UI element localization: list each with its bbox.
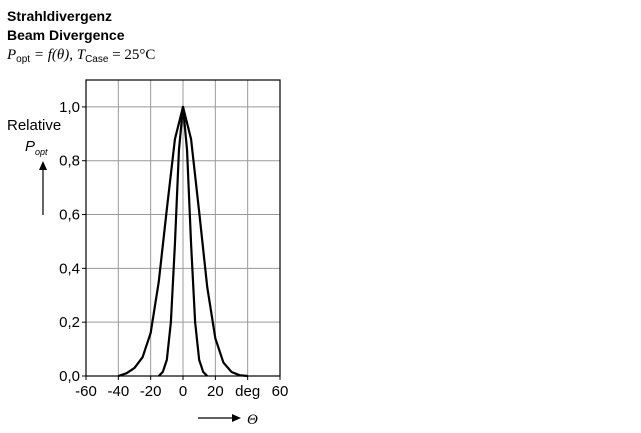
y-tick-label: 0,4 xyxy=(59,260,80,277)
y-label: Relative xyxy=(7,117,61,134)
y-tick-label: 0,2 xyxy=(59,314,80,331)
formula: Popt = f(θ), TCase = 25°C xyxy=(6,47,155,65)
chart-subtitle: Beam Divergence xyxy=(7,27,125,43)
plot-frame xyxy=(85,79,281,377)
x-tick-label: 0 xyxy=(179,383,187,400)
y-symbol: P xyxy=(25,138,35,155)
y-arrow-head xyxy=(39,161,47,170)
formula-p: P xyxy=(6,47,16,63)
x-tick-label: -20 xyxy=(140,383,162,400)
y-tick-label: 0,6 xyxy=(59,207,80,224)
line-series xyxy=(157,105,209,377)
x-tick-label: 60 xyxy=(272,383,289,400)
formula-p-sub: opt xyxy=(16,54,30,65)
y-label-symbol: Popt xyxy=(25,138,48,157)
x-tick-label: 20 xyxy=(207,383,224,400)
formula-end: = 25°C xyxy=(108,47,155,63)
x-label: Θ xyxy=(247,412,258,428)
formula-t: T xyxy=(77,47,87,63)
y-symbol-sub: opt xyxy=(35,147,48,157)
formula-mid: = f(θ), xyxy=(30,47,77,63)
x-tick-label: -60 xyxy=(75,383,97,400)
chart-title: Strahldivergenz xyxy=(7,8,112,24)
x-arrow-head xyxy=(232,414,241,422)
x-tick-label: deg xyxy=(235,383,260,400)
y-tick-label: 0,8 xyxy=(59,153,80,170)
y-tick-label: 1,0 xyxy=(59,99,80,116)
y-tick-label: 0,0 xyxy=(59,368,80,385)
formula-t-sub: Case xyxy=(85,54,109,65)
x-tick-label: -40 xyxy=(107,383,129,400)
